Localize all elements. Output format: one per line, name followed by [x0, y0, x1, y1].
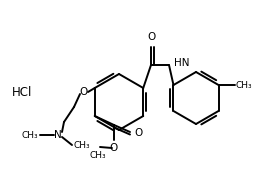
Text: O: O	[134, 128, 142, 138]
Text: N: N	[54, 130, 62, 140]
Text: O: O	[147, 32, 155, 42]
Text: CH₃: CH₃	[73, 142, 90, 150]
Text: O: O	[80, 87, 88, 97]
Text: CH₃: CH₃	[90, 151, 106, 160]
Text: HN: HN	[174, 58, 189, 68]
Text: O: O	[110, 143, 118, 153]
Text: HCl: HCl	[12, 86, 32, 98]
Text: CH₃: CH₃	[21, 131, 38, 139]
Text: CH₃: CH₃	[235, 81, 252, 89]
